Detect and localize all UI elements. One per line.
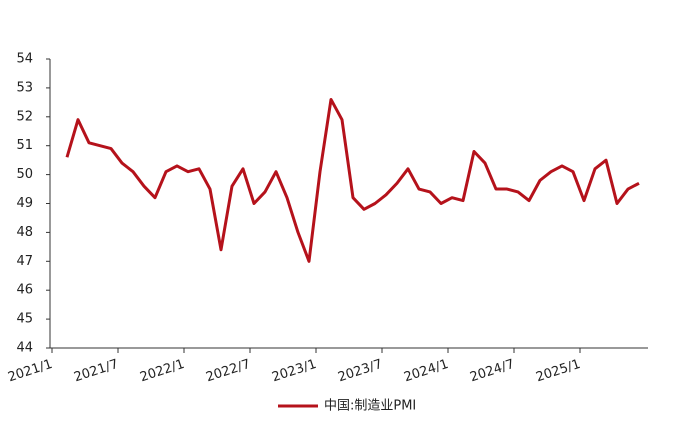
y-tick-label: 53 (16, 80, 33, 95)
y-tick-label: 48 (16, 225, 33, 240)
y-tick-label: 52 (16, 109, 33, 124)
x-tick-label: 2023/1 (270, 357, 318, 385)
x-tick-label: 2023/7 (336, 357, 384, 385)
data-line (65, 97, 640, 263)
x-tick-label: 2025/1 (534, 357, 582, 385)
y-tick-label: 45 (16, 312, 33, 327)
x-tick-label: 2021/1 (6, 357, 54, 385)
y-tick-label: 46 (16, 283, 33, 298)
x-tick-label: 2024/7 (468, 357, 516, 385)
x-tick-label: 2022/1 (138, 357, 186, 385)
y-tick-label: 44 (16, 341, 33, 356)
x-tick-label: 2022/7 (204, 357, 252, 385)
y-tick-label: 49 (16, 196, 33, 211)
y-tick-label: 50 (16, 167, 33, 182)
y-tick-label: 47 (16, 254, 33, 269)
x-tick-label: 2021/7 (72, 357, 120, 385)
legend-label: 中国:制造业PMI (324, 399, 416, 414)
y-tick-label: 51 (16, 138, 33, 153)
y-tick-label: 54 (16, 52, 33, 67)
x-tick-label: 2024/1 (402, 357, 450, 385)
